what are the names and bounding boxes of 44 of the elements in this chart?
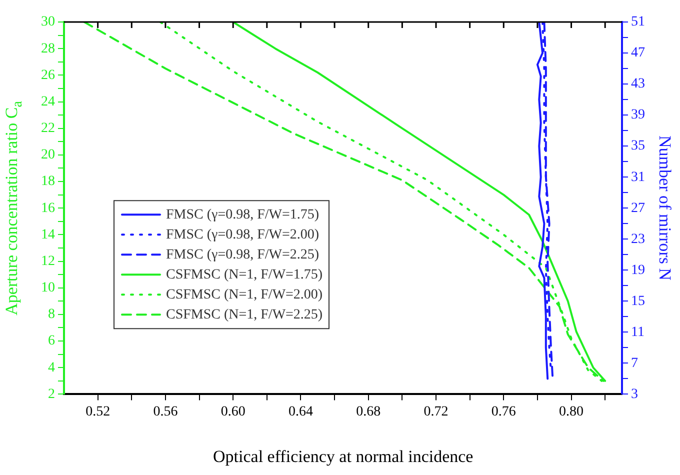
legend-label: FMSC (γ=0.98, F/W=1.75) bbox=[166, 207, 320, 222]
legend-label: FMSC (γ=0.98, F/W=2.25) bbox=[166, 247, 320, 262]
y2-tick-label: 7 bbox=[631, 356, 638, 371]
y-tick-label: 28 bbox=[41, 41, 55, 56]
x-tick-label: 0.64 bbox=[288, 404, 313, 420]
y-tick-label: 14 bbox=[41, 227, 55, 242]
y2-tick-label: 39 bbox=[631, 108, 645, 123]
x-tick-label: 0.52 bbox=[86, 404, 110, 420]
y-tick-label: 24 bbox=[41, 94, 55, 110]
y-tick-label: 6 bbox=[48, 334, 55, 349]
y-tick-label: 16 bbox=[41, 200, 55, 216]
legend-label: FMSC (γ=0.98, F/W=2.00) bbox=[166, 227, 320, 242]
y2-tick-label: 27 bbox=[631, 200, 645, 216]
y-tick-label: 26 bbox=[41, 68, 55, 83]
y2-axis-title: Number of mirrors N bbox=[654, 136, 674, 281]
y-tick-label: 10 bbox=[41, 280, 55, 296]
x-tick-label: 0.56 bbox=[153, 404, 178, 420]
x-tick-label: 0.60 bbox=[220, 404, 246, 420]
y2-tick-label: 43 bbox=[631, 76, 645, 92]
y-tick-label: 20 bbox=[41, 148, 55, 163]
y-tick-label: 8 bbox=[48, 307, 55, 322]
y-tick-label: 2 bbox=[48, 386, 55, 402]
y2-tick-label: 35 bbox=[631, 138, 645, 154]
y2-tick-label: 11 bbox=[631, 324, 644, 340]
y2-tick-label: 31 bbox=[631, 170, 645, 185]
y2-tick-label: 51 bbox=[631, 14, 645, 30]
y2-tick-label: 23 bbox=[631, 232, 645, 247]
x-tick-label: 0.80 bbox=[559, 404, 584, 420]
y-tick-label: 18 bbox=[41, 174, 55, 190]
y-tick-label: 30 bbox=[41, 14, 55, 30]
legend-label: CSFMSC (N=1, F/W=2.25) bbox=[166, 307, 323, 322]
legend-label: CSFMSC (N=1, F/W=1.75) bbox=[166, 267, 323, 282]
y2-tick-label: 15 bbox=[631, 294, 645, 309]
y-tick-label: 4 bbox=[48, 360, 55, 376]
x-tick-label: 0.76 bbox=[491, 404, 516, 420]
y-tick-label: 22 bbox=[41, 121, 55, 136]
y2-tick-label: 19 bbox=[631, 262, 645, 278]
legend-label: CSFMSC (N=1, F/W=2.00) bbox=[166, 287, 323, 302]
y-tick-label: 12 bbox=[41, 254, 55, 269]
y2-tick-label: 3 bbox=[631, 386, 638, 402]
x-tick-label: 0.72 bbox=[424, 404, 448, 420]
x-tick-label: 0.68 bbox=[356, 404, 381, 420]
x-axis-title: Optical efficiency at normal incidence bbox=[213, 447, 474, 467]
y2-tick-label: 47 bbox=[631, 46, 645, 61]
